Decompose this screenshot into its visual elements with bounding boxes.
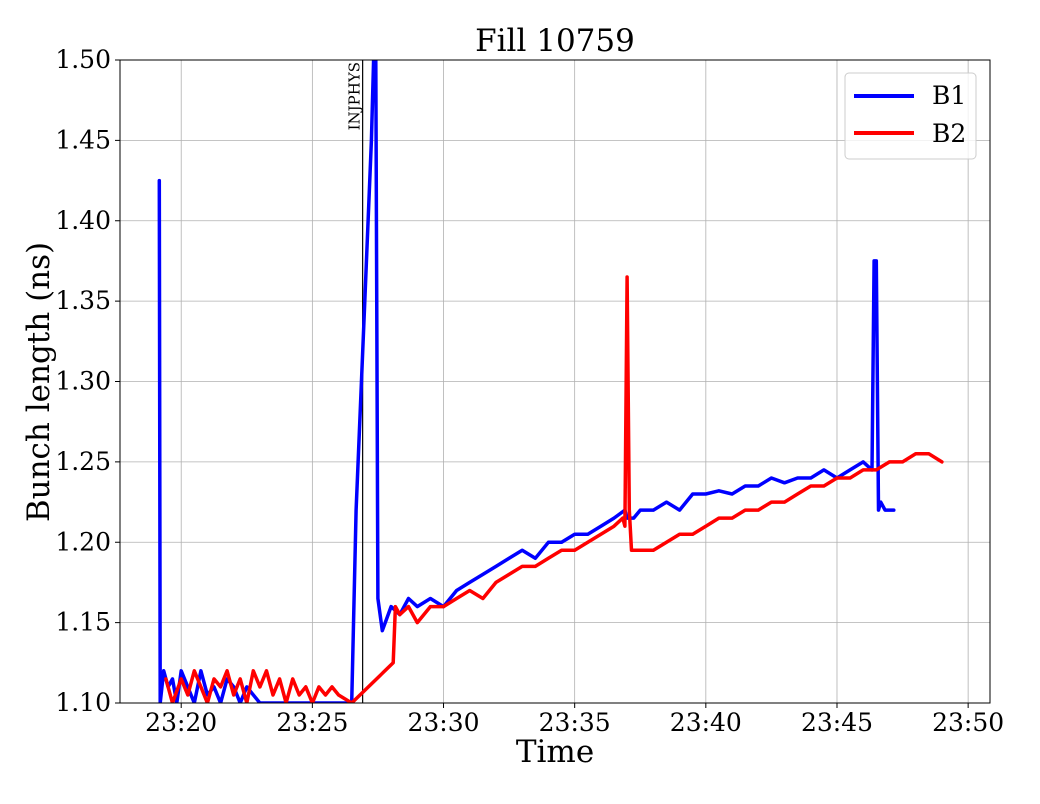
series-line-b2 — [164, 275, 944, 703]
y-tick-label: 1.15 — [55, 608, 111, 637]
legend-label-b1: B1 — [932, 81, 966, 110]
x-tick-label: 23:20 — [145, 708, 217, 737]
chart-title: Fill 10759 — [475, 23, 635, 59]
y-tick-label: 1.30 — [55, 367, 111, 396]
series-layer — [157, 60, 944, 703]
x-tick-label: 23:40 — [670, 708, 742, 737]
annotation-label: INJPHYS — [346, 62, 364, 130]
y-tick-label: 1.40 — [55, 206, 111, 235]
x-tick-label: 23:25 — [276, 708, 348, 737]
x-tick-label: 23:45 — [801, 708, 873, 737]
y-tick-label: 1.45 — [55, 125, 111, 154]
y-axis-label: Bunch length (ns) — [21, 242, 57, 522]
y-tick-label: 1.20 — [55, 527, 111, 556]
x-tick-label: 23:50 — [932, 708, 1004, 737]
y-tick-label: 1.35 — [55, 286, 111, 315]
y-tick-label: 1.10 — [55, 688, 111, 717]
x-axis-label: Time — [516, 734, 594, 770]
x-axis-ticks: 23:20 23:25 23:30 23:35 23:40 23:45 23:50 — [145, 703, 1004, 737]
y-tick-label: 1.25 — [55, 447, 111, 476]
x-tick-label: 23:35 — [539, 708, 611, 737]
legend-label-b2: B2 — [932, 119, 966, 148]
y-tick-label: 1.50 — [55, 45, 111, 74]
x-tick-label: 23:30 — [407, 708, 479, 737]
legend: B1 B2 — [844, 72, 977, 160]
y-axis-ticks: 1.10 1.15 1.20 1.25 1.30 1.35 1.40 1.45 1.50 — [55, 45, 120, 717]
